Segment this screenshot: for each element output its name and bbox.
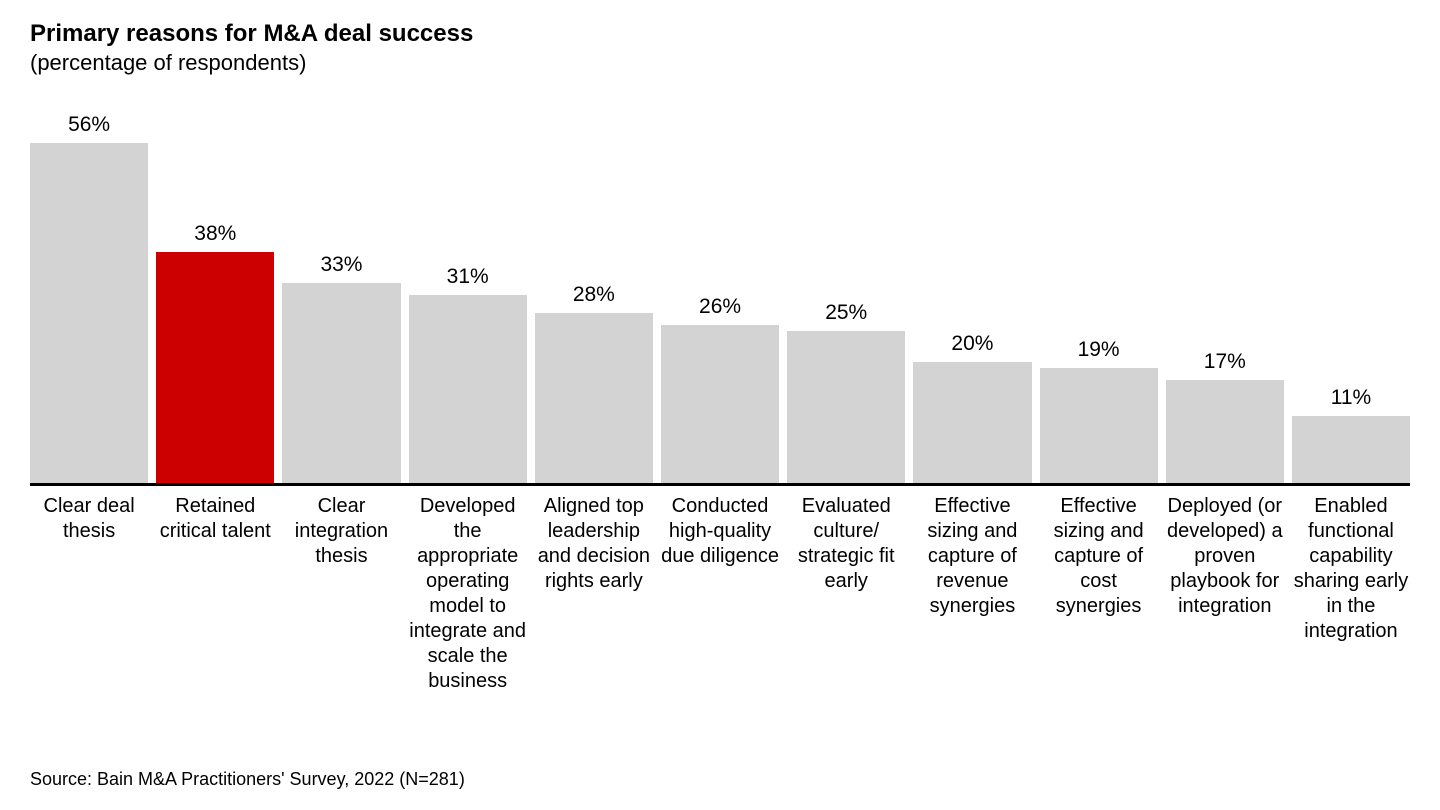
bar-label: Retained critical talent [156,494,274,694]
bar [1166,380,1284,483]
bar-group: 11% [1292,106,1410,483]
bar-value: 33% [320,253,362,277]
bar-label: Aligned top leadership and decision righ… [535,494,653,694]
bar [30,143,148,483]
bar-label: Clear deal thesis [30,494,148,694]
bar-label: Deployed (or developed) a proven playboo… [1166,494,1284,694]
bar-label: Developed the appropriate operating mode… [409,494,527,694]
bar [282,283,400,483]
bar-group: 20% [913,106,1031,483]
chart-source: Source: Bain M&A Practitioners' Survey, … [30,769,465,790]
bar [787,331,905,483]
bar-label: Conducted high-quality due diligence [661,494,779,694]
bar-value: 20% [951,332,993,356]
bar-group: 19% [1040,106,1158,483]
bar [913,362,1031,483]
bar-label: Enabled functional capability sharing ea… [1292,494,1410,694]
bar-value: 11% [1331,386,1371,410]
bar-value: 31% [447,265,489,289]
bar-group: 26% [661,106,779,483]
chart-title: Primary reasons for M&A deal success [30,20,1410,48]
bar [156,252,274,483]
bar-value: 26% [699,295,741,319]
bar [661,325,779,483]
bar-value: 56% [68,113,110,137]
bar [1292,416,1410,483]
bar-value: 38% [194,222,236,246]
bar-group: 33% [282,106,400,483]
bar-value: 17% [1204,350,1246,374]
chart-area: 56%38%33%31%28%26%25%20%19%17%11% Clear … [30,106,1410,686]
bar-group: 17% [1166,106,1284,483]
bar-label: Evaluated culture/ strategic fit early [787,494,905,694]
bar [1040,368,1158,483]
bar-group: 31% [409,106,527,483]
bar-group: 56% [30,106,148,483]
bar-value: 25% [825,301,867,325]
bar-value: 28% [573,283,615,307]
bar-group: 28% [535,106,653,483]
bar [409,295,527,483]
bar-label: Clear integration thesis [282,494,400,694]
bar-label: Effective sizing and capture of cost syn… [1040,494,1158,694]
bar-group: 38% [156,106,274,483]
bars-container: 56% 38% 33% 31% 28% 26% 25% 20% 19% 17% 11% [30,106,1410,486]
bar-value: 19% [1078,338,1120,362]
bar-label: Effective sizing and capture of revenue … [913,494,1031,694]
bar-group: 25% [787,106,905,483]
bar [535,313,653,483]
labels-container: Clear deal thesisRetained critical talen… [30,494,1410,694]
chart-subtitle: (percentage of respondents) [30,50,1410,76]
